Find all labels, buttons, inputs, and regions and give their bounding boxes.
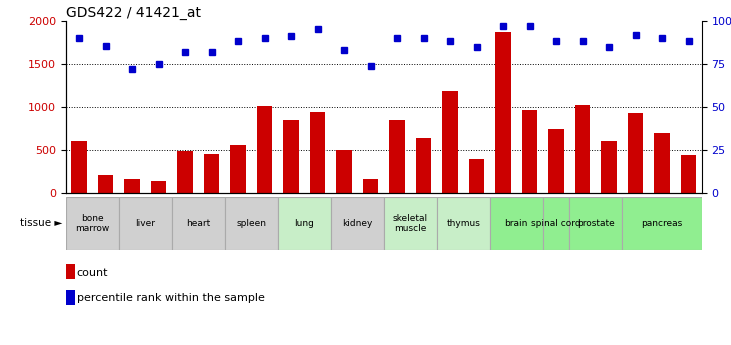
Bar [627,112,643,193]
Bar [257,106,273,193]
Text: percentile rank within the sample: percentile rank within the sample [77,293,265,303]
Bar [278,197,330,250]
Bar [495,32,511,193]
Text: brain: brain [504,219,528,228]
Text: thymus: thymus [447,219,480,228]
Text: prostate: prostate [577,219,615,228]
Text: bone
marrow: bone marrow [75,214,110,233]
Bar [542,197,569,250]
Bar [569,197,622,250]
Text: tissue ►: tissue ► [20,218,62,228]
Bar [66,197,118,250]
Bar [442,91,458,193]
Bar [389,120,405,193]
Bar [469,159,485,193]
Bar [230,145,246,193]
Bar [203,154,219,193]
Text: kidney: kidney [342,219,373,228]
Text: pancreas: pancreas [641,219,683,228]
Bar [118,197,172,250]
Text: spleen: spleen [236,219,266,228]
Text: liver: liver [135,219,155,228]
Bar [71,141,87,193]
Bar [521,110,537,193]
Text: heart: heart [186,219,211,228]
Text: lung: lung [295,219,314,228]
Bar [490,197,542,250]
Bar [151,181,167,193]
Bar [437,197,490,250]
Text: spinal cord: spinal cord [531,219,581,228]
Bar [415,138,431,193]
Text: count: count [77,268,108,277]
Bar [363,179,379,193]
Bar [601,141,617,193]
Bar [309,112,325,193]
Bar [575,105,591,193]
Bar [384,197,437,250]
Text: skeletal
muscle: skeletal muscle [393,214,428,233]
Bar [283,120,299,193]
Bar [177,151,193,193]
Bar [681,155,697,193]
Bar [172,197,225,250]
Bar [330,197,384,250]
Bar [654,133,670,193]
Bar [225,197,278,250]
Bar [622,197,702,250]
Bar [548,129,564,193]
Bar [97,175,113,193]
Bar [336,150,352,193]
Bar [124,179,140,193]
Text: GDS422 / 41421_at: GDS422 / 41421_at [66,6,201,20]
